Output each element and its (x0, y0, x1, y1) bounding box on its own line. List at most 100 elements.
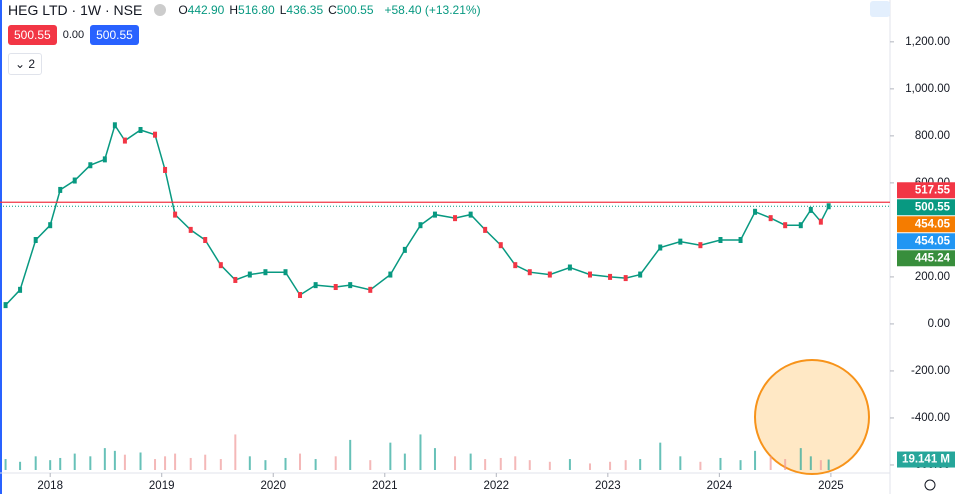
x-tick-label: 2021 (372, 480, 398, 492)
price-label-box (897, 216, 955, 233)
volume-bar (73, 453, 76, 470)
volume-bar (49, 460, 52, 470)
candle (333, 284, 338, 291)
candle (102, 156, 107, 163)
volume-bar (314, 459, 317, 470)
volume-bar (719, 457, 722, 470)
volume-bar (34, 456, 37, 470)
volume-bar (809, 456, 812, 470)
volume-bar (799, 448, 802, 470)
candle (547, 271, 552, 278)
candle (88, 162, 93, 169)
candle (18, 286, 23, 293)
volume-bar (334, 456, 337, 470)
spread: 0.00 (62, 29, 85, 41)
y-tick-label: 200.00 (915, 271, 950, 283)
candle (153, 131, 158, 138)
volume-bar (154, 459, 157, 470)
volume-bar (299, 453, 302, 470)
candle (808, 206, 813, 213)
candle (163, 166, 168, 173)
volume-bar (769, 456, 772, 470)
volume-bar (739, 460, 742, 470)
volume-bar (403, 453, 406, 470)
scale-button[interactable] (870, 1, 890, 17)
candle (247, 271, 252, 278)
ohlc-key: L (279, 3, 287, 17)
x-tick-label: 2019 (149, 480, 175, 492)
ohlc-key: H (229, 3, 239, 17)
candle (218, 262, 223, 269)
indicators-toggle[interactable]: ⌄ 2 (8, 53, 43, 75)
volume-bar (419, 434, 422, 470)
sell-button[interactable]: 500.55 (8, 25, 57, 45)
volume-bar (754, 450, 757, 470)
volume-label: 19.141 M (902, 454, 950, 466)
candle (798, 222, 803, 229)
y-tick-label: 1,000.00 (905, 83, 950, 95)
candle (468, 211, 473, 218)
candle (233, 276, 238, 283)
candle (203, 237, 208, 243)
candle (283, 269, 288, 276)
volume-bar (624, 460, 627, 470)
price-label: 454.05 (915, 235, 951, 247)
symbol[interactable]: HEG LTD · 1W · NSE (8, 2, 143, 18)
volume-bar (484, 459, 487, 470)
indicators-count-text: 2 (28, 57, 36, 71)
volume-label-box (897, 451, 955, 468)
volume-bar (123, 454, 126, 470)
candle (122, 137, 127, 144)
volume-bar (349, 439, 352, 470)
ohlc-key: C (328, 3, 337, 17)
ohlc: O442.90 H516.80 L436.35 C500.55 (178, 3, 378, 17)
candle (608, 273, 613, 280)
candle (313, 282, 318, 289)
candle (783, 222, 788, 229)
volume-bar (499, 457, 502, 470)
y-tick-label: 0.00 (928, 318, 950, 330)
candle (718, 237, 723, 243)
price-label: 517.55 (915, 184, 951, 196)
change: +58.40 (+13.21%) (384, 3, 481, 17)
candle (432, 211, 437, 218)
candle (58, 186, 63, 193)
volume-bar (433, 448, 436, 470)
volume-bar (189, 457, 192, 470)
candle (72, 177, 77, 184)
candle (418, 222, 423, 229)
volume-bar (234, 434, 237, 470)
price-label: 454.05 (915, 218, 951, 230)
volume-bar (19, 461, 22, 470)
candle (263, 269, 268, 276)
settings-icon[interactable] (924, 479, 936, 491)
volume-bar (819, 460, 822, 470)
highlight-circle (754, 359, 870, 475)
ohlc-value: 436.35 (286, 3, 324, 17)
volume-bar (568, 459, 571, 470)
price-label-box (897, 250, 955, 267)
buy-button[interactable]: 500.55 (90, 25, 139, 45)
candle (818, 218, 823, 225)
candle (753, 208, 758, 215)
volume-bar (4, 459, 7, 470)
candle (498, 242, 503, 249)
candle (638, 271, 643, 278)
volume-bar (548, 461, 551, 470)
y-tick-label: 800.00 (915, 130, 950, 142)
candle (368, 286, 373, 293)
candle (567, 264, 572, 271)
candle (623, 275, 628, 282)
volume-bar (699, 461, 702, 470)
candle (3, 302, 8, 309)
volume-bar (827, 459, 830, 470)
x-tick-label: 2023 (595, 480, 621, 492)
volume-bar (659, 442, 662, 470)
volume-bar (59, 457, 62, 470)
candle (513, 262, 518, 269)
candle (527, 269, 532, 276)
price-label: 445.24 (915, 252, 951, 264)
y-tick-label: -200.00 (911, 365, 950, 377)
x-tick-label: 2018 (37, 480, 63, 492)
